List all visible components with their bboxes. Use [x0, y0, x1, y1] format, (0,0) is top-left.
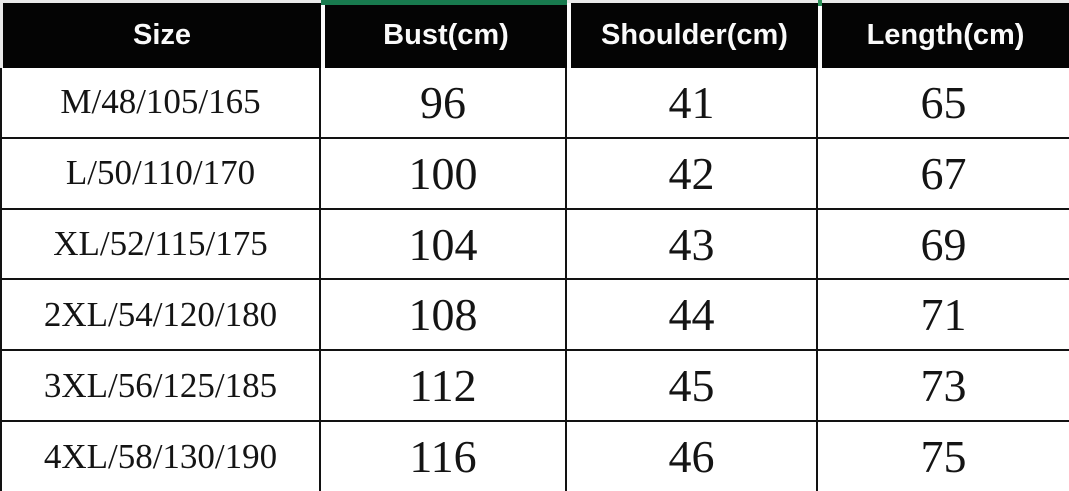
bust-cell: 104	[321, 209, 567, 279]
bust-cell: 116	[321, 422, 567, 491]
table-row: 4XL/58/130/190 116 46 75	[2, 422, 1069, 491]
column-header-length: Length(cm)	[818, 3, 1069, 68]
length-cell: 75	[920, 431, 967, 483]
length-cell: 69	[920, 218, 967, 270]
shoulder-cell: 41	[567, 68, 818, 137]
bust-cell: 96	[321, 68, 567, 137]
length-cell: 67	[920, 147, 967, 199]
table-row: 3XL/56/125/185 112 45 73	[2, 351, 1069, 423]
table-row: L/50/110/170 100 42 67	[2, 138, 1069, 210]
shoulder-cell: 43	[567, 209, 818, 279]
table-header-row: Size Bust(cm) Shoulder(cm) Length(cm)	[0, 0, 1069, 68]
shoulder-cell: 46	[567, 422, 818, 491]
column-header-shoulder: Shoulder(cm)	[567, 3, 818, 68]
green-accent-tick	[818, 0, 822, 6]
shoulder-cell: 42	[567, 138, 818, 208]
shoulder-cell: 44	[567, 280, 818, 350]
length-cell: 71	[920, 289, 967, 341]
size-cell: 3XL/56/125/185	[2, 351, 321, 421]
bust-cell: 100	[321, 138, 567, 208]
length-cell: 73	[920, 360, 967, 412]
shoulder-cell: 45	[567, 351, 818, 421]
column-header-size: Size	[0, 3, 321, 68]
bust-cell: 108	[321, 280, 567, 350]
size-cell: L/50/110/170	[2, 138, 321, 208]
table-row: M/48/105/165 96 41 65	[2, 68, 1069, 139]
bust-cell: 112	[321, 351, 567, 421]
green-accent-bar	[321, 0, 567, 5]
length-cell: 65	[920, 76, 967, 128]
size-cell: XL/52/115/175	[2, 209, 321, 279]
column-header-bust: Bust(cm)	[321, 3, 567, 68]
size-cell: M/48/105/165	[2, 68, 321, 137]
table-row: XL/52/115/175 104 43 69	[2, 209, 1069, 281]
table-body: M/48/105/165 96 41 65 L/50/110/170 100 4…	[0, 68, 1069, 491]
size-cell: 4XL/58/130/190	[2, 422, 321, 491]
size-cell: 2XL/54/120/180	[2, 280, 321, 350]
table-row: 2XL/54/120/180 108 44 71	[2, 280, 1069, 352]
